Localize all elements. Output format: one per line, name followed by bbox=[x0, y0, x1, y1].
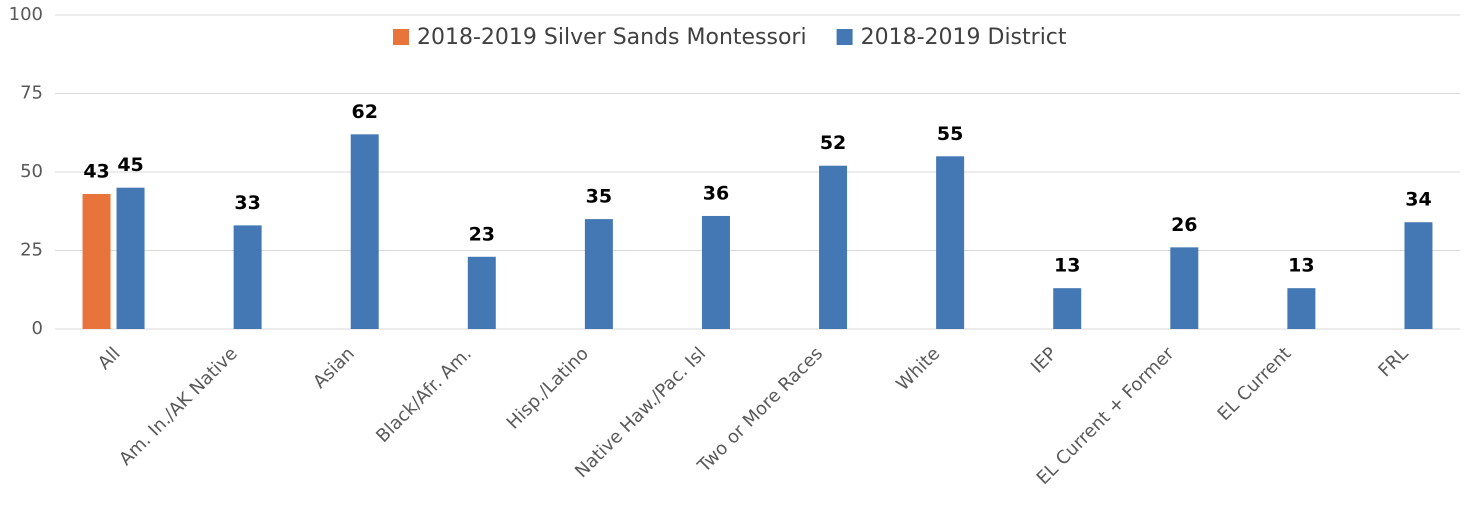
data-label: 13 bbox=[1054, 255, 1080, 277]
data-label: 33 bbox=[234, 192, 260, 214]
x-tick-label: Hisp./Latino bbox=[503, 343, 593, 433]
data-label: 26 bbox=[1171, 214, 1197, 236]
legend-swatch bbox=[393, 29, 409, 45]
bar bbox=[1053, 288, 1082, 329]
x-tick-label: EL Current bbox=[1214, 343, 1296, 425]
y-tick-label: 100 bbox=[9, 4, 43, 25]
bar bbox=[1287, 288, 1316, 329]
y-tick-label: 75 bbox=[20, 83, 43, 104]
bar bbox=[116, 187, 145, 329]
data-label: 23 bbox=[469, 223, 495, 245]
data-label: 52 bbox=[820, 132, 846, 154]
bar bbox=[701, 215, 730, 329]
data-label: 45 bbox=[117, 154, 143, 176]
bar bbox=[936, 156, 965, 329]
y-tick-label: 50 bbox=[20, 161, 43, 182]
data-label: 35 bbox=[586, 186, 612, 208]
x-tick-label: All bbox=[94, 343, 125, 374]
x-tick-label: Native Haw./Pac. Isl bbox=[571, 343, 710, 482]
x-tick-label: Asian bbox=[309, 343, 359, 393]
x-tick-label: IEP bbox=[1027, 343, 1061, 377]
data-label: 36 bbox=[703, 182, 729, 204]
bar bbox=[82, 193, 111, 329]
data-label: 13 bbox=[1288, 255, 1314, 277]
data-label: 34 bbox=[1405, 189, 1431, 211]
bar bbox=[467, 256, 496, 329]
legend-label: 2018-2019 Silver Sands Montessori bbox=[417, 25, 807, 50]
x-tick-label: Black/Afr. Am. bbox=[372, 343, 476, 447]
bar bbox=[233, 225, 262, 329]
legend-label: 2018-2019 District bbox=[861, 25, 1067, 50]
y-tick-label: 0 bbox=[32, 318, 43, 339]
x-tick-label: FRL bbox=[1374, 343, 1412, 381]
bar bbox=[1170, 247, 1199, 329]
legend-swatch bbox=[836, 29, 853, 45]
x-tick-label: Am. In./AK Native bbox=[115, 343, 242, 470]
x-tick-label: White bbox=[892, 343, 944, 395]
bar bbox=[350, 134, 379, 329]
bar bbox=[584, 219, 613, 329]
data-label: 55 bbox=[937, 123, 963, 145]
bar bbox=[819, 165, 848, 329]
bar bbox=[1404, 222, 1433, 329]
x-tick-label: Two or More Races bbox=[693, 343, 827, 477]
data-label: 62 bbox=[351, 101, 377, 123]
y-tick-label: 25 bbox=[20, 240, 43, 261]
data-label: 43 bbox=[83, 160, 109, 182]
